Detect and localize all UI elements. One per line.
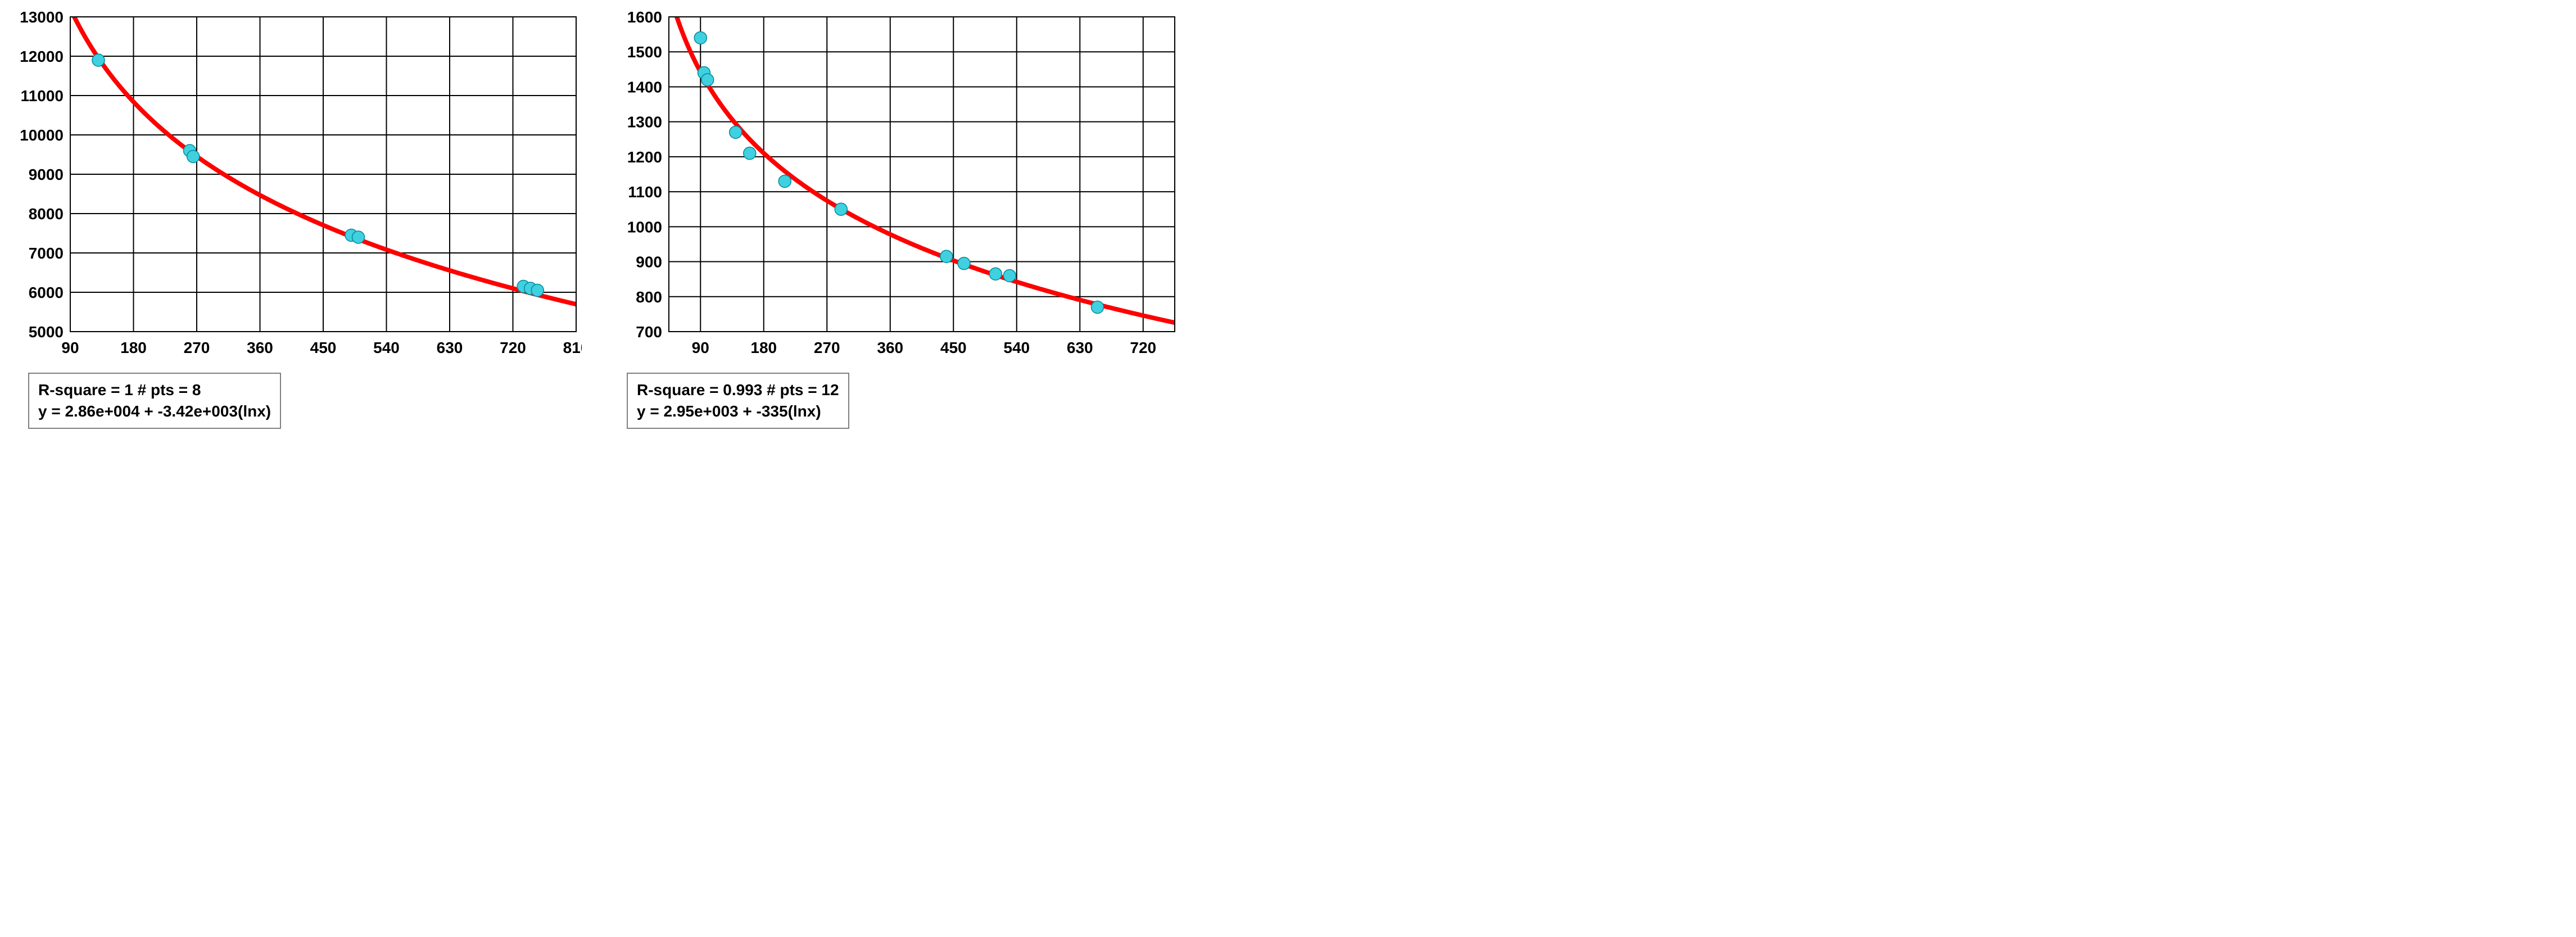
svg-text:630: 630 [437,339,463,356]
chart-left: 90 180 270 360 450 540 630 720 810 5000 6000 7000 80… [17,11,582,363]
svg-text:5000: 5000 [29,323,64,341]
svg-text:360: 360 [247,339,273,356]
svg-text:900: 900 [636,254,662,271]
svg-text:10000: 10000 [20,126,64,144]
svg-text:1200: 1200 [627,148,662,166]
svg-text:8000: 8000 [29,205,64,223]
svg-text:810: 810 [563,339,582,356]
chart-block-left: 90 180 270 360 450 540 630 720 810 5000 6000 7000 80… [17,11,582,429]
svg-text:90: 90 [692,339,709,356]
svg-text:540: 540 [1003,339,1030,356]
caption-left-line2: y = 2.86e+004 + -3.42e+003(lnx) [38,401,271,422]
svg-text:450: 450 [310,339,337,356]
svg-text:800: 800 [636,288,662,306]
caption-left: R-square = 1 # pts = 8 y = 2.86e+004 + -… [28,373,281,429]
caption-right: R-square = 0.993 # pts = 12 y = 2.95e+00… [627,373,849,429]
svg-text:270: 270 [814,339,840,356]
svg-text:1400: 1400 [627,78,662,96]
svg-text:180: 180 [750,339,777,356]
chart-block-right: 90 180 270 360 450 540 630 720 700 800 900 1000 1100… [615,11,1180,429]
svg-text:1000: 1000 [627,218,662,236]
svg-text:11000: 11000 [21,87,64,105]
svg-text:1500: 1500 [627,43,662,61]
svg-text:1100: 1100 [628,183,662,201]
chart-right: 90 180 270 360 450 540 630 720 700 800 900 1000 1100… [615,11,1180,363]
page-root: 90 180 270 360 450 540 630 720 810 5000 6000 7000 80… [0,0,2576,451]
caption-right-line2: y = 2.95e+003 + -335(lnx) [637,401,839,422]
svg-text:180: 180 [120,339,147,356]
svg-text:700: 700 [636,323,662,341]
svg-text:270: 270 [184,339,210,356]
caption-right-line1: R-square = 0.993 # pts = 12 [637,379,839,401]
svg-text:9000: 9000 [29,166,64,183]
caption-left-line1: R-square = 1 # pts = 8 [38,379,271,401]
svg-text:90: 90 [61,339,79,356]
svg-text:6000: 6000 [29,284,64,301]
svg-text:13000: 13000 [20,11,64,26]
svg-text:12000: 12000 [20,48,64,65]
svg-text:630: 630 [1067,339,1093,356]
svg-text:360: 360 [877,339,903,356]
svg-text:450: 450 [940,339,967,356]
svg-text:1300: 1300 [627,114,662,131]
svg-text:1600: 1600 [627,11,662,26]
svg-text:720: 720 [1130,339,1156,356]
svg-text:720: 720 [500,339,526,356]
svg-text:540: 540 [373,339,400,356]
svg-text:7000: 7000 [29,245,64,262]
